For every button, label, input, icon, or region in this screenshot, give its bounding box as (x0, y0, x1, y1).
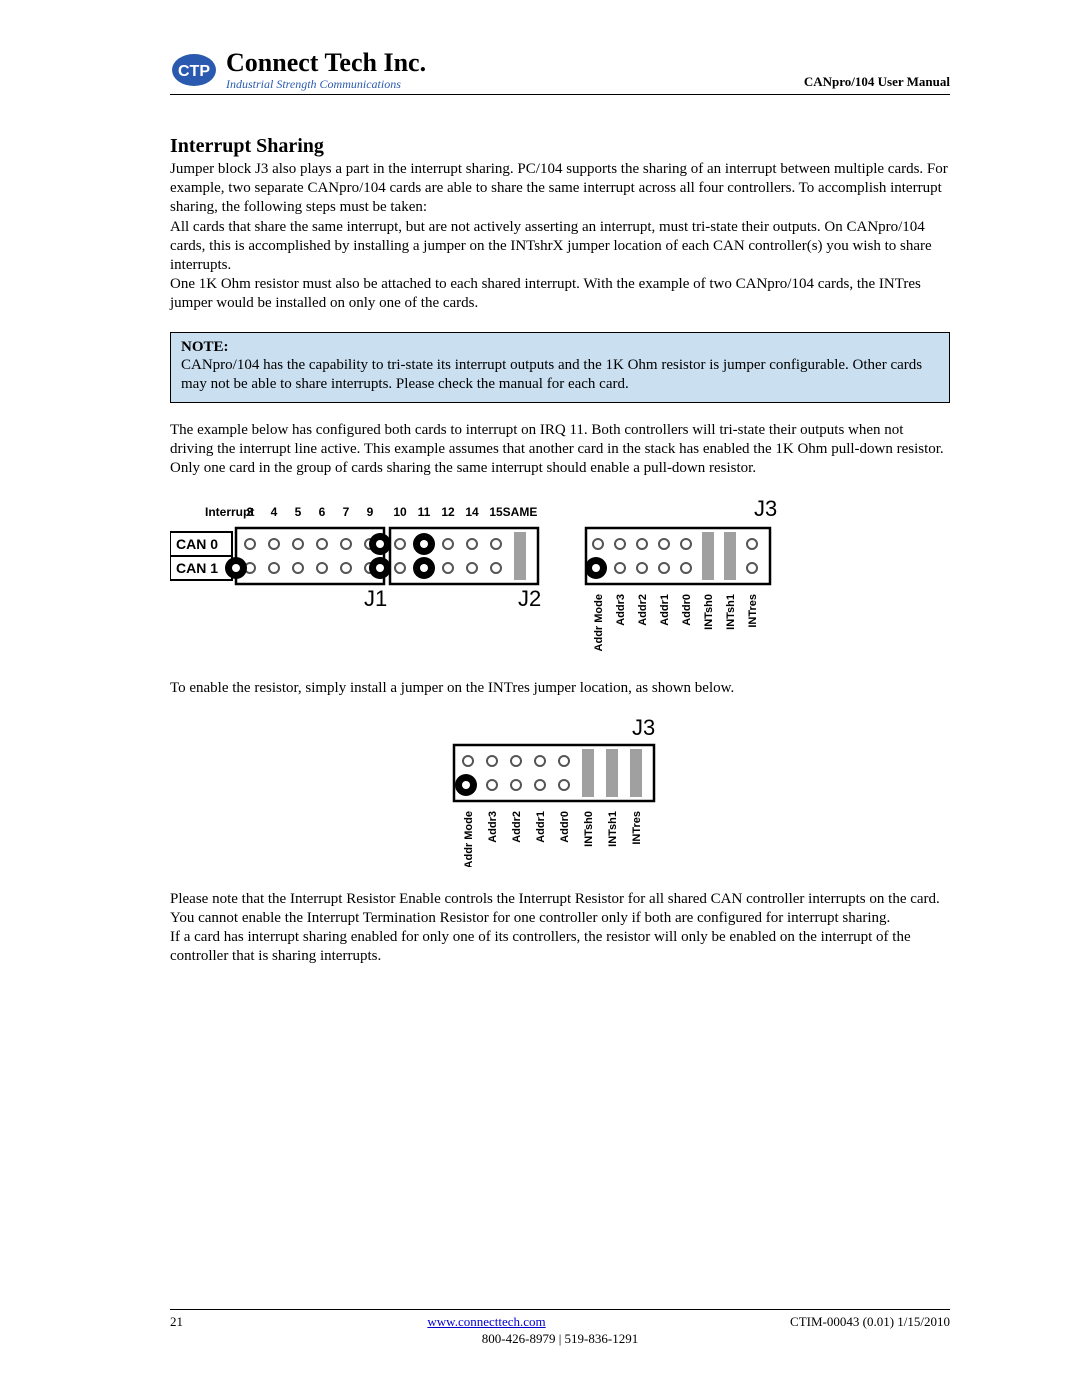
svg-text:9: 9 (367, 505, 374, 519)
body-paragraph: The example below has configured both ca… (170, 421, 950, 479)
svg-text:CAN 1: CAN 1 (176, 560, 218, 576)
svg-text:J3: J3 (632, 717, 655, 740)
svg-text:Addr2: Addr2 (637, 594, 649, 626)
svg-text:15: 15 (489, 505, 503, 519)
note-text: CANpro/104 has the capability to tri-sta… (181, 356, 939, 394)
svg-text:CTP: CTP (178, 63, 210, 80)
svg-text:J1: J1 (364, 586, 387, 611)
body-paragraph: If a card has interrupt sharing enabled … (170, 928, 950, 966)
page-number: 21 (170, 1314, 183, 1330)
ctp-logo-icon: CTP (170, 52, 218, 88)
svg-text:6: 6 (319, 505, 326, 519)
body-paragraph: To enable the resistor, simply install a… (170, 679, 950, 698)
svg-text:10: 10 (393, 505, 407, 519)
body-paragraph: Jumper block J3 also plays a part in the… (170, 160, 950, 218)
footer-phones: 800-426-8979 | 519-836-1291 (170, 1331, 950, 1347)
company-tagline: Industrial Strength Communications (226, 78, 426, 90)
svg-text:Addr3: Addr3 (487, 811, 499, 843)
svg-text:INTsh1: INTsh1 (607, 811, 619, 847)
svg-text:INTsh0: INTsh0 (703, 594, 715, 630)
jumper-diagram-j1-j2-j3: Interrupt3456791011121415SAMECAN 0CAN 1J… (170, 496, 950, 661)
svg-text:4: 4 (271, 505, 278, 519)
body-paragraph: All cards that share the same interrupt,… (170, 218, 950, 276)
svg-text:Addr0: Addr0 (681, 594, 693, 626)
jumper-diagram-j3: J3 Addr Mode Addr3 Addr2 Addr1 Addr0 INTsh0 INT… (170, 717, 950, 872)
svg-text:Addr3: Addr3 (615, 594, 627, 626)
company-name: Connect Tech Inc. (226, 50, 426, 76)
svg-text:7: 7 (343, 505, 350, 519)
svg-text:Addr1: Addr1 (535, 811, 547, 843)
svg-text:3: 3 (247, 505, 254, 519)
svg-text:5: 5 (295, 505, 302, 519)
logo-block: CTP Connect Tech Inc. Industrial Strengt… (170, 50, 426, 90)
svg-text:Addr1: Addr1 (659, 594, 671, 626)
page-header: CTP Connect Tech Inc. Industrial Strengt… (170, 50, 950, 95)
svg-text:SAME: SAME (503, 505, 538, 519)
body-paragraph: One 1K Ohm resistor must also be attache… (170, 275, 950, 313)
doc-id: CTIM-00043 (0.01) 1/15/2010 (790, 1314, 950, 1330)
svg-text:Addr0: Addr0 (559, 811, 571, 843)
footer-url-link[interactable]: www.connecttech.com (427, 1314, 545, 1329)
manual-title: CANpro/104 User Manual (804, 74, 950, 90)
svg-text:12: 12 (441, 505, 455, 519)
svg-text:Addr Mode: Addr Mode (463, 811, 475, 867)
svg-text:J3: J3 (754, 496, 777, 521)
svg-text:J2: J2 (518, 586, 541, 611)
svg-text:11: 11 (418, 505, 431, 519)
note-label: NOTE: (181, 339, 939, 356)
section-heading: Interrupt Sharing (170, 135, 950, 158)
page-footer: 21 www.connecttech.com CTIM-00043 (0.01)… (170, 1309, 950, 1347)
svg-text:14: 14 (465, 505, 479, 519)
note-box: NOTE: CANpro/104 has the capability to t… (170, 332, 950, 403)
svg-text:Addr Mode: Addr Mode (593, 594, 605, 651)
svg-text:INTres: INTres (747, 594, 759, 628)
svg-text:CAN 0: CAN 0 (176, 536, 218, 552)
svg-text:INTsh0: INTsh0 (583, 811, 595, 847)
svg-text:INTres: INTres (631, 811, 643, 845)
svg-text:INTsh1: INTsh1 (725, 594, 737, 630)
svg-text:Addr2: Addr2 (511, 811, 523, 843)
body-paragraph: Please note that the Interrupt Resistor … (170, 890, 950, 928)
